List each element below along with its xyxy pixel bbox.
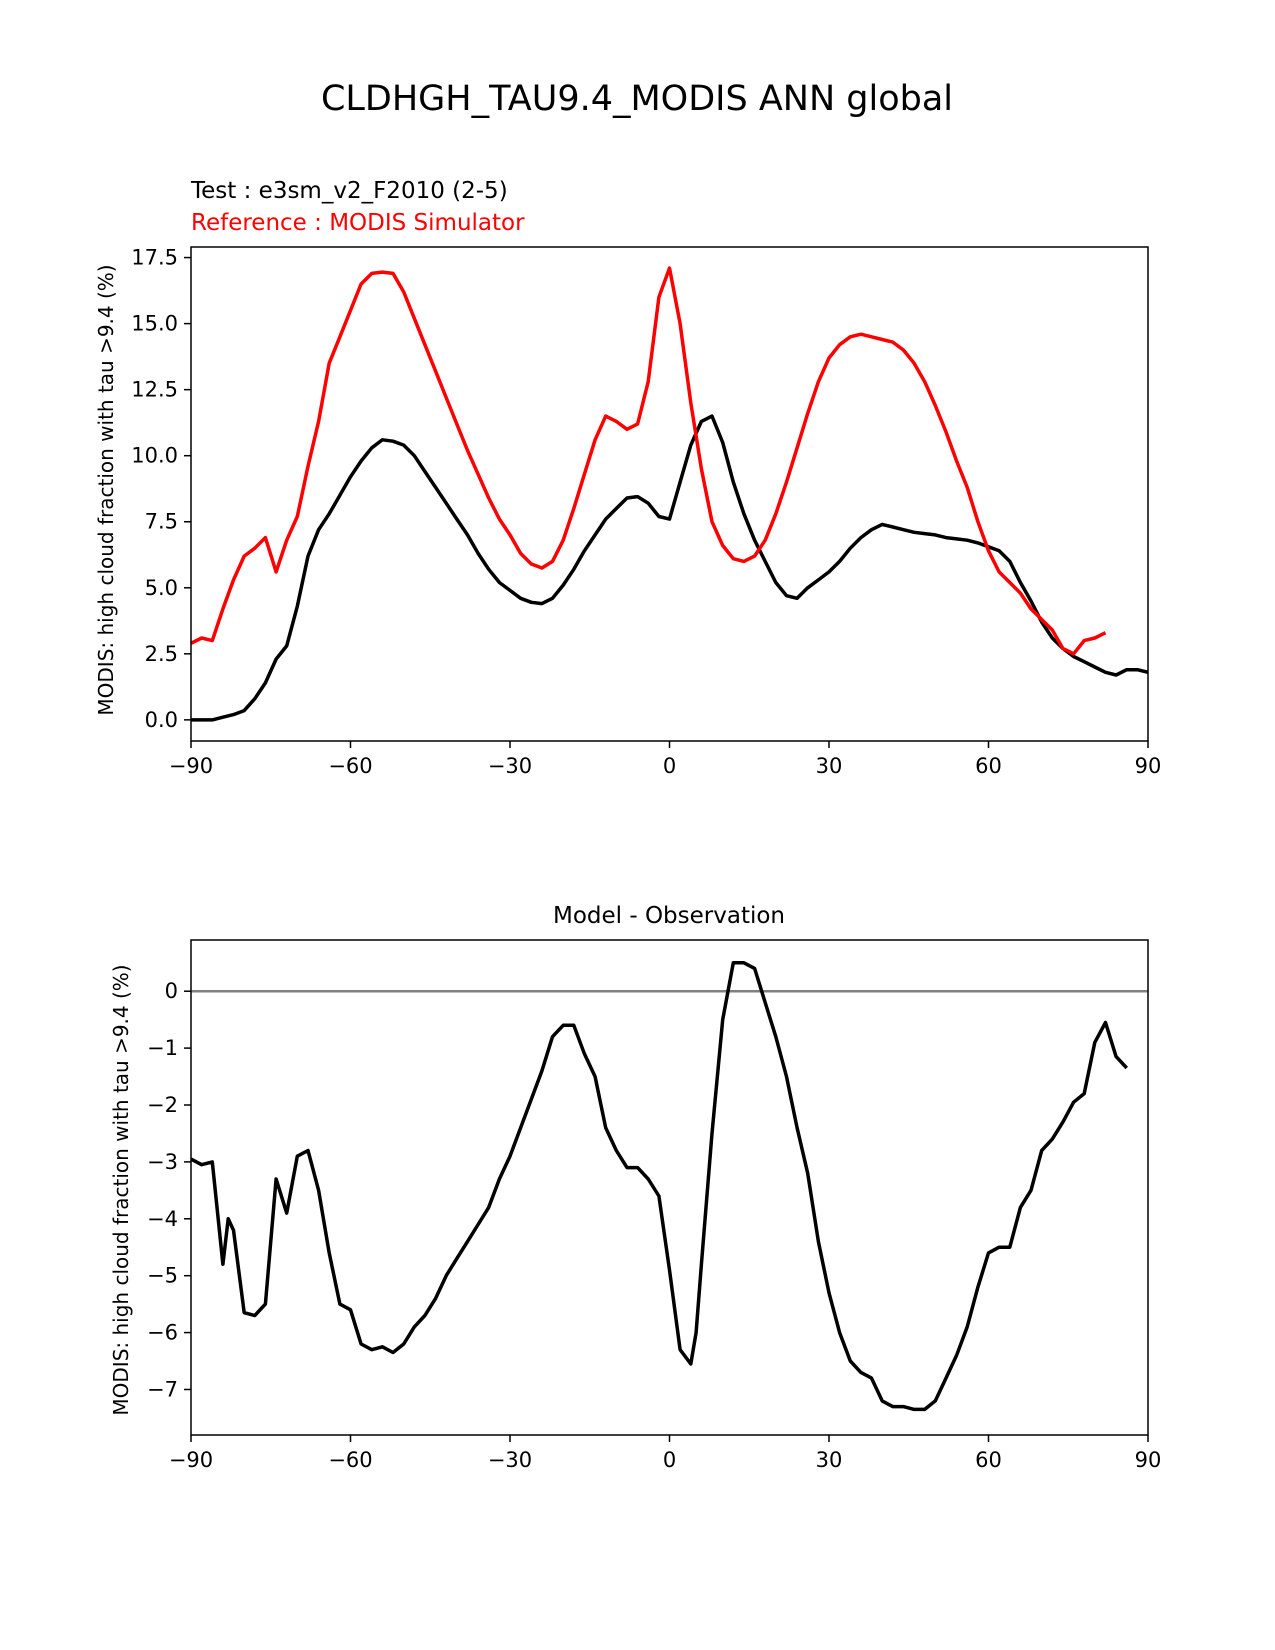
y-tick-label: 10.0 bbox=[131, 444, 178, 468]
y-tick-label: 12.5 bbox=[131, 378, 178, 402]
y-tick-label: 2.5 bbox=[145, 642, 178, 666]
y-tick-label: 15.0 bbox=[131, 312, 178, 336]
x-tick-label: 30 bbox=[816, 754, 843, 778]
series-line-diff bbox=[190, 961, 1128, 1412]
x-tick-label: 0 bbox=[663, 754, 676, 778]
x-tick-label: −30 bbox=[488, 1448, 532, 1472]
x-tick-label: 0 bbox=[663, 1448, 676, 1472]
x-tick-label: 90 bbox=[1135, 754, 1162, 778]
y-tick-label: −3 bbox=[147, 1150, 178, 1174]
y-tick-label: −2 bbox=[147, 1093, 178, 1117]
x-tick-label: −60 bbox=[328, 1448, 372, 1472]
plot-frame bbox=[190, 939, 1149, 1436]
top-chart: Test : e3sm_v2_F2010 (2-5) Reference : M… bbox=[94, 178, 1161, 778]
y-tick-label: −7 bbox=[147, 1377, 178, 1401]
bottom-chart: Model - Observation MODIS: high cloud fr… bbox=[109, 903, 1161, 1472]
bottom-title: Model - Observation bbox=[553, 903, 785, 929]
y-tick-label: −1 bbox=[147, 1036, 178, 1060]
y-tick-label: 5.0 bbox=[145, 576, 178, 600]
series-line-test bbox=[191, 414, 1149, 722]
x-tick-label: 60 bbox=[975, 754, 1002, 778]
y-tick-label: 0.0 bbox=[145, 708, 178, 732]
bottom-ylabel: MODIS: high cloud fraction with tau >9.4… bbox=[109, 964, 133, 1415]
y-tick-label: 17.5 bbox=[131, 246, 178, 270]
y-tick-label: −6 bbox=[147, 1321, 178, 1345]
y-tick-label: 0 bbox=[165, 979, 178, 1003]
top-ylabel: MODIS: high cloud fraction with tau >9.4… bbox=[94, 264, 118, 715]
x-tick-label: 90 bbox=[1135, 1448, 1162, 1472]
plot-frame bbox=[190, 246, 1149, 742]
y-tick-label: −4 bbox=[147, 1207, 178, 1231]
x-tick-label: −90 bbox=[169, 754, 213, 778]
x-tick-label: −60 bbox=[328, 754, 372, 778]
reference-label: Reference : MODIS Simulator bbox=[191, 210, 525, 236]
series-line-reference bbox=[190, 266, 1107, 656]
y-tick-label: 7.5 bbox=[145, 510, 178, 534]
figure-title: CLDHGH_TAU9.4_MODIS ANN global bbox=[321, 79, 953, 119]
x-tick-label: −90 bbox=[169, 1448, 213, 1472]
x-tick-label: 60 bbox=[975, 1448, 1002, 1472]
test-label: Test : e3sm_v2_F2010 (2-5) bbox=[190, 178, 508, 204]
x-tick-label: −30 bbox=[488, 754, 532, 778]
x-tick-label: 30 bbox=[816, 1448, 843, 1472]
y-tick-label: −5 bbox=[147, 1264, 178, 1288]
